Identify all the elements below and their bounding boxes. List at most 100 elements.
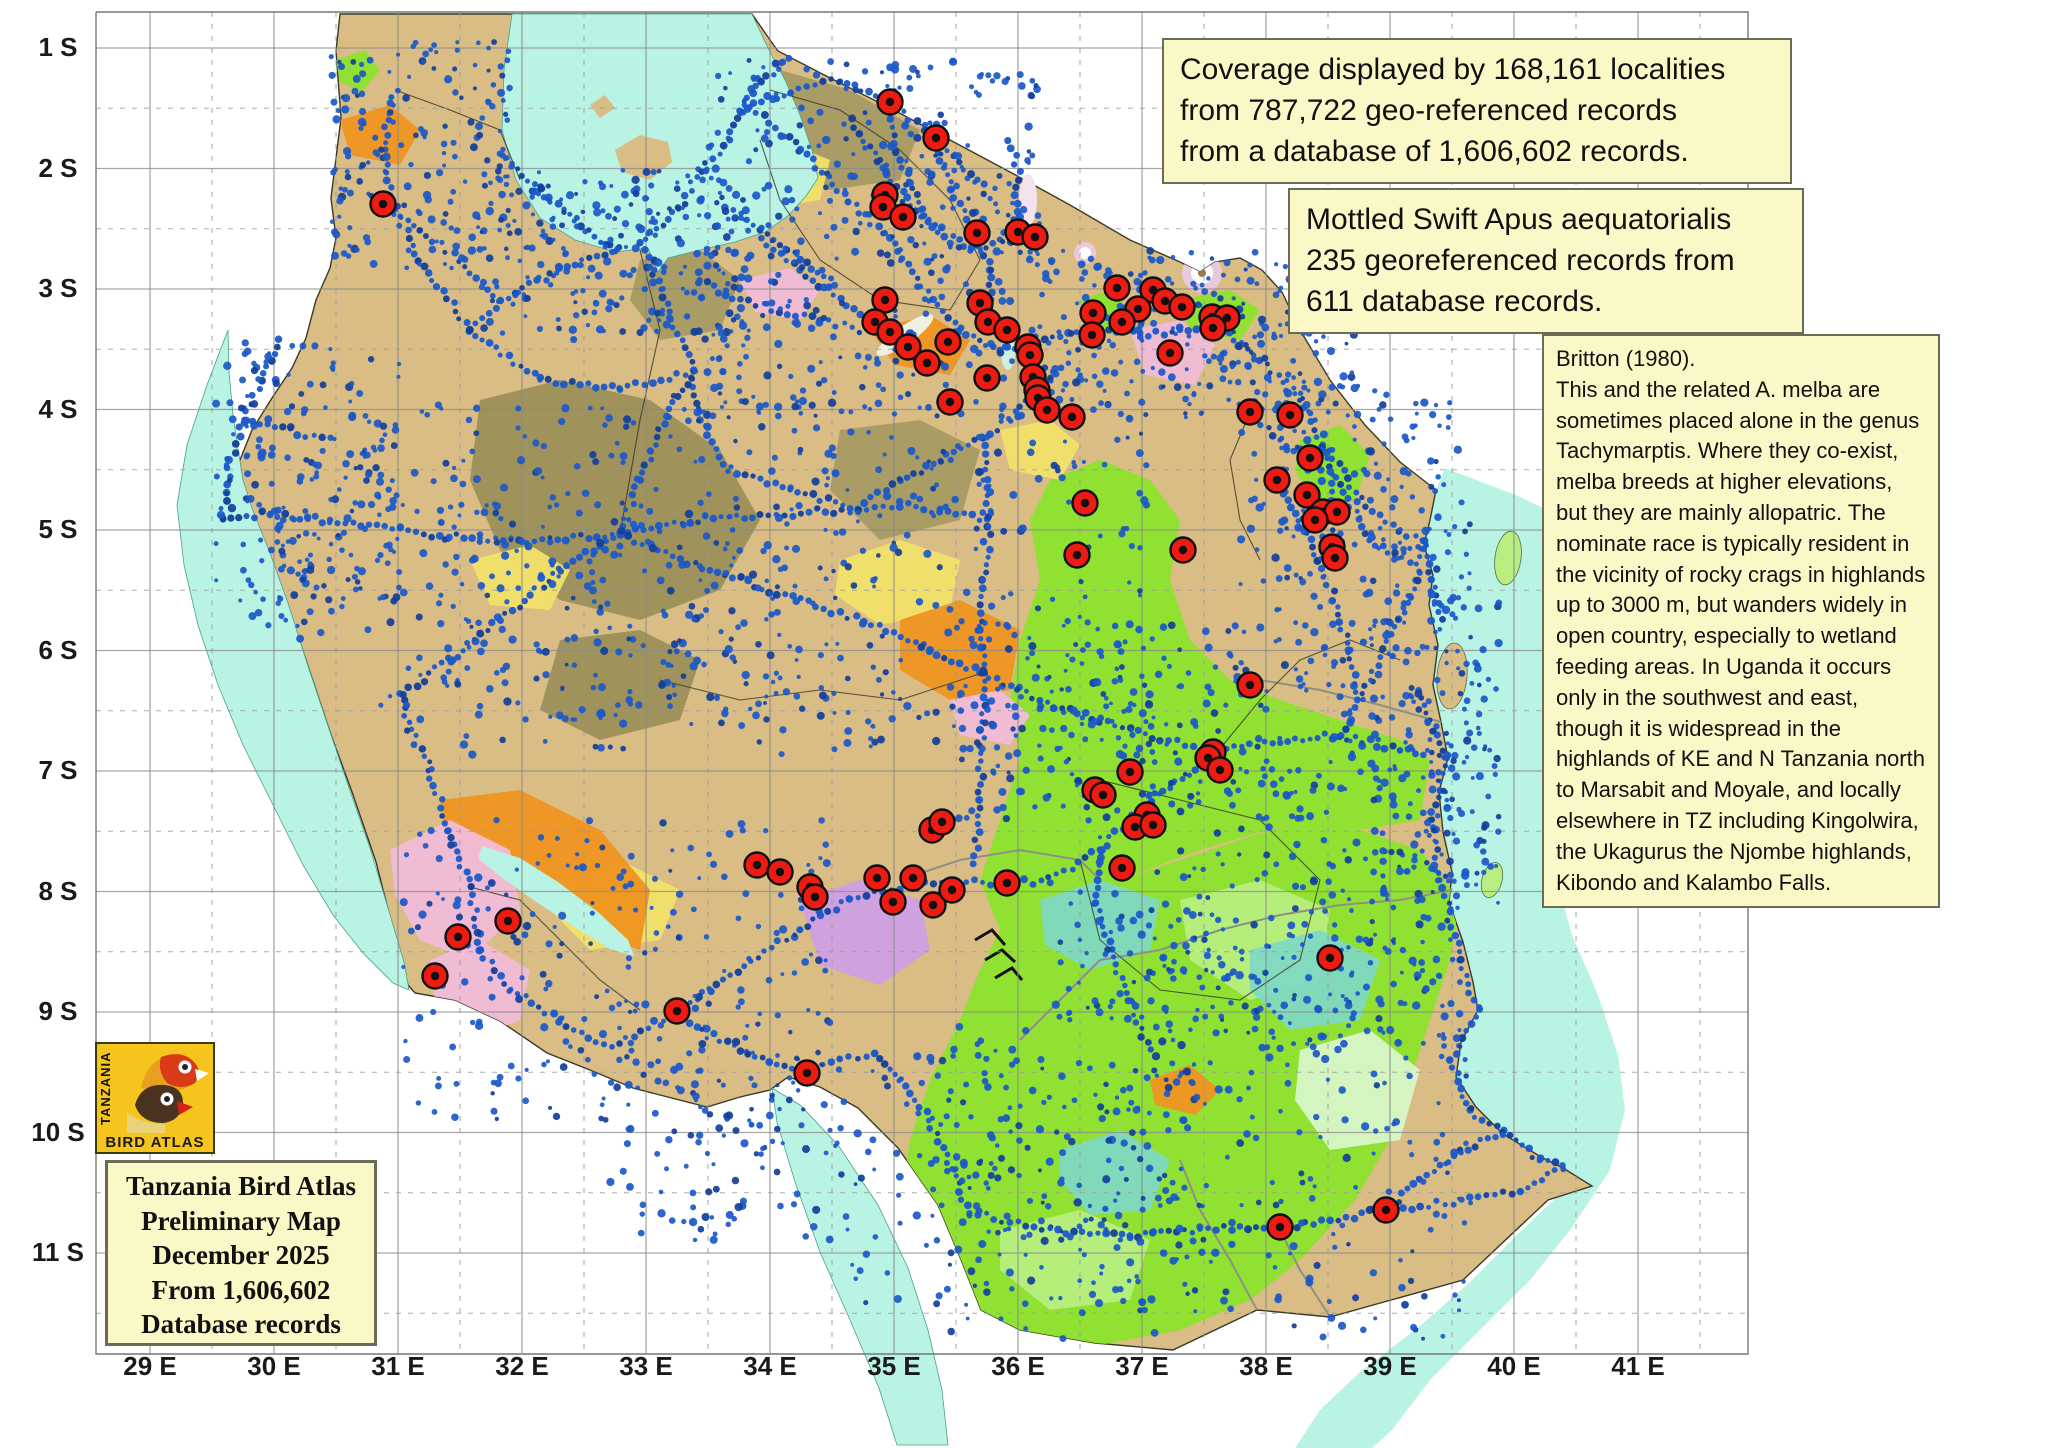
record-marker [928,808,956,836]
record-marker [1058,403,1086,431]
lon-label: 40 E [1487,1351,1541,1381]
record-marker [973,364,1001,392]
record-marker [871,286,899,314]
coverage-line: from 787,722 geo-referenced records [1180,93,1677,127]
record-marker [1266,1213,1294,1241]
record-marker [1071,489,1099,517]
lat-label: 11 S [31,1237,85,1267]
record-marker [421,962,449,990]
record-marker [1033,396,1061,424]
lon-label: 34 E [743,1351,797,1381]
lon-label: 33 E [619,1351,673,1381]
lat-label: 3 S [38,273,78,303]
record-marker [801,883,829,911]
record-marker [444,923,472,951]
title-line: Preliminary Map [141,1205,341,1236]
lat-label: 6 S [38,634,78,665]
record-marker [1016,341,1044,369]
lovebirds-icon [121,1047,213,1133]
record-marker [879,888,907,916]
record-marker [894,333,922,361]
record-marker [922,124,950,152]
lon-label: 37 E [1115,1351,1169,1381]
record-marker [1116,758,1144,786]
title-line: Tanzania Bird Atlas [125,1171,357,1201]
record-marker [793,1059,821,1087]
lon-label: 31 E [371,1351,425,1381]
lat-label: 4 S [38,393,78,424]
record-marker [1139,811,1167,839]
record-marker [938,876,966,904]
record-marker [1169,536,1197,564]
record-marker [876,88,904,116]
record-marker [1296,444,1324,472]
record-marker [1206,756,1234,784]
lon-label: 36 E [991,1351,1045,1381]
species-account-body: This and the related A. melba are someti… [1556,376,1926,895]
lon-label: 38 E [1239,1351,1293,1381]
record-marker [934,328,962,356]
map-title-box: Tanzania Bird Atlas Preliminary Map Dece… [105,1160,377,1346]
record-marker [1321,544,1349,572]
title-line: Database records [141,1309,341,1340]
tanzania-bird-atlas-logo: TANZANIA BIRD ATLAS [95,1042,215,1154]
record-marker [663,997,691,1025]
record-marker [936,388,964,416]
record-marker [1078,321,1106,349]
record-marker [1108,854,1136,882]
lon-label: 39 E [1363,1351,1417,1381]
lat-label: 9 S [38,996,78,1026]
record-marker [993,316,1021,344]
lon-label: 32 E [495,1351,549,1381]
lat-label: 1 S [38,32,78,62]
record-marker [863,864,891,892]
title-line: From 1,606,602 [151,1274,331,1305]
lat-label: 2 S [38,152,78,183]
locality-dot-scatter [212,39,1503,1343]
lat-label: 7 S [38,755,78,785]
lat-label: 5 S [38,514,78,544]
record-marker [1156,339,1184,367]
lon-label: 29 E [123,1351,177,1381]
record-marker [1063,541,1091,569]
record-marker [899,864,927,892]
record-marker [1089,781,1117,809]
record-marker [1293,481,1321,509]
record-marker [1168,293,1196,321]
species-line: Mottled Swift Apus aequatorialis [1306,203,1732,236]
lon-label: 35 E [867,1351,921,1381]
coverage-line: Coverage displayed by 168,161 localities [1180,53,1726,86]
record-marker [919,891,947,919]
lon-label: 41 E [1611,1351,1665,1381]
species-record-markers [369,88,1400,1241]
coverage-info-box: Coverage displayed by 168,161 localities… [1162,38,1792,185]
logo-bottom-text: BIRD ATLAS [105,1134,205,1151]
species-line: 611 database records. [1306,284,1603,318]
great-lakes [176,13,949,1446]
species-account-box: Britton (1980). This and the related A. … [1542,334,1940,909]
record-marker [913,349,941,377]
record-marker [1263,466,1291,494]
record-marker [993,869,1021,897]
record-marker [1276,401,1304,429]
species-account-title: Britton (1980). [1556,346,1696,371]
record-marker [1372,1196,1400,1224]
record-marker [369,190,397,218]
species-line: 235 georeferenced records from [1306,243,1735,277]
record-marker [1021,223,1049,251]
record-marker [1301,506,1329,534]
record-marker [766,858,794,886]
coverage-line: from a database of 1,606,602 records. [1180,134,1689,168]
species-info-box: Mottled Swift Apus aequatorialis 235 geo… [1288,188,1804,335]
record-marker [876,318,904,346]
record-marker [1316,944,1344,972]
rivers-and-boundaries [394,89,1453,1318]
record-marker [1236,671,1264,699]
record-marker [1103,274,1131,302]
title-line: December 2025 [152,1240,330,1271]
lat-label: 8 S [38,875,78,906]
record-marker [743,851,771,879]
record-marker [1199,314,1227,342]
